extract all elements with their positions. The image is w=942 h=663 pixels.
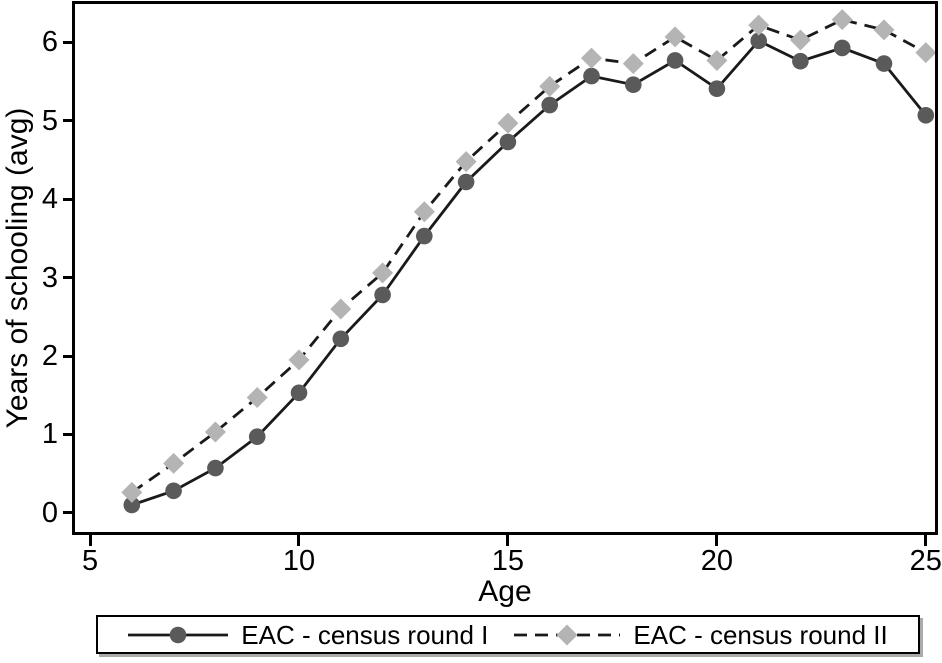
y-axis-tick bbox=[63, 119, 75, 123]
legend-label-census-round-2: EAC - census round II bbox=[633, 619, 888, 650]
data-point-series-2 bbox=[664, 26, 686, 48]
x-axis-title: Age bbox=[478, 575, 532, 608]
data-point-series-2 bbox=[539, 75, 561, 97]
data-point-series-1 bbox=[374, 286, 391, 304]
data-point-series-2 bbox=[497, 112, 519, 134]
data-point-series-2 bbox=[372, 262, 394, 284]
data-point-series-1 bbox=[541, 96, 558, 114]
data-point-series-2 bbox=[789, 29, 811, 51]
y-axis-tick bbox=[63, 511, 75, 515]
data-point-series-1 bbox=[792, 52, 809, 70]
data-point-series-1 bbox=[165, 482, 182, 500]
data-point-series-2 bbox=[581, 47, 603, 69]
chart-canvas bbox=[121, 9, 935, 514]
data-point-series-1 bbox=[708, 80, 726, 97]
data-point-series-2 bbox=[204, 421, 226, 443]
data-point-series-2 bbox=[288, 349, 310, 371]
y-axis-tick-label: 6 bbox=[41, 26, 58, 59]
data-point-series-1 bbox=[290, 384, 308, 402]
y-axis-tick bbox=[63, 40, 75, 44]
data-point-series-2 bbox=[455, 151, 477, 173]
y-axis-tick-label: 2 bbox=[41, 340, 58, 372]
x-axis-tick bbox=[924, 535, 928, 546]
legend-entry-census-round-2: EAC - census round II bbox=[514, 619, 888, 650]
legend-label-census-round-1: EAC - census round I bbox=[241, 619, 489, 650]
data-point-series-1 bbox=[248, 428, 266, 446]
data-point-series-2 bbox=[831, 9, 853, 31]
data-point-series-2 bbox=[246, 387, 268, 409]
plot-area bbox=[72, 1, 938, 535]
data-point-series-2 bbox=[163, 452, 185, 474]
data-point-series-1 bbox=[123, 496, 141, 514]
data-point-series-2 bbox=[330, 298, 352, 320]
data-point-series-1 bbox=[666, 52, 684, 69]
solid-line-circle-marker-icon bbox=[128, 626, 229, 643]
data-point-series-2 bbox=[622, 53, 644, 75]
data-point-series-2 bbox=[748, 14, 770, 36]
x-axis-tick bbox=[297, 535, 301, 546]
data-point-series-1 bbox=[750, 32, 767, 50]
x-axis-tick bbox=[88, 535, 92, 546]
data-point-series-2 bbox=[706, 49, 728, 71]
y-axis-tick-label: 4 bbox=[41, 183, 58, 216]
legend: EAC - census round I EAC - census round … bbox=[96, 615, 920, 654]
x-axis-tick-label: 10 bbox=[282, 545, 316, 577]
data-point-series-2 bbox=[915, 42, 935, 64]
y-axis-tick-label: 5 bbox=[41, 104, 58, 137]
data-point-series-1 bbox=[583, 67, 600, 85]
data-point-series-1 bbox=[457, 173, 475, 191]
data-point-series-1 bbox=[625, 76, 642, 93]
data-point-series-1 bbox=[917, 107, 935, 124]
data-point-series-1 bbox=[875, 55, 893, 72]
x-axis-tick bbox=[715, 535, 719, 546]
y-axis-tick bbox=[63, 276, 75, 280]
x-axis-tick-label: 15 bbox=[491, 545, 525, 577]
data-point-series-2 bbox=[121, 481, 143, 503]
y-axis-tick bbox=[63, 432, 75, 436]
x-axis-tick-label: 5 bbox=[81, 545, 99, 577]
y-axis-tick-label: 1 bbox=[41, 418, 58, 451]
dashed-line-diamond-marker-icon bbox=[514, 624, 621, 645]
data-point-series-2 bbox=[873, 19, 895, 41]
y-axis-tick-label: 3 bbox=[41, 261, 58, 294]
data-point-series-1 bbox=[833, 39, 851, 57]
x-axis-tick bbox=[506, 535, 510, 546]
series-line-2 bbox=[131, 18, 927, 494]
data-point-series-2 bbox=[413, 201, 435, 223]
data-point-series-1 bbox=[332, 330, 350, 348]
y-axis-tick-label: 0 bbox=[41, 496, 58, 529]
data-point-series-1 bbox=[207, 459, 224, 477]
data-point-series-1 bbox=[416, 227, 433, 245]
y-axis-tick bbox=[63, 354, 75, 358]
legend-entry-census-round-1: EAC - census round I bbox=[128, 620, 488, 650]
data-point-series-1 bbox=[499, 133, 517, 151]
y-axis-tick bbox=[63, 197, 75, 201]
x-axis-tick-label: 20 bbox=[700, 545, 733, 577]
x-axis-tick-label: 25 bbox=[909, 545, 942, 577]
